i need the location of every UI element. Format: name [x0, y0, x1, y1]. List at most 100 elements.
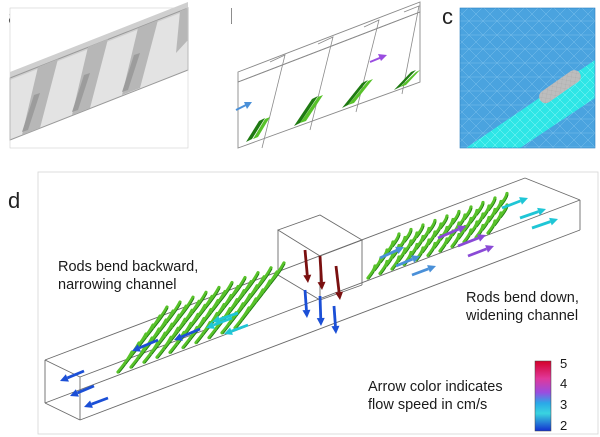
- annotation-rods-backward: Rods bend backward, narrowing channel: [58, 258, 258, 294]
- arrow-right-4-shaft: [437, 227, 460, 240]
- arrow-right-2-head: [411, 255, 420, 263]
- arrow-outlet-3-head: [84, 400, 93, 408]
- rod-down-52: [498, 191, 509, 208]
- rod-backward-51-shade: [166, 302, 182, 324]
- arrow-right-9-shaft: [531, 220, 551, 230]
- arrow-inlet-4-head: [302, 309, 311, 318]
- rod-backward-52: [177, 295, 195, 319]
- arrow-right-5-head: [477, 234, 486, 242]
- arrow-left-3-head: [206, 321, 215, 329]
- arrow-right-6-head: [485, 245, 494, 253]
- rod-backward-50: [151, 305, 169, 329]
- panel-b-arrows: [235, 54, 387, 111]
- rod-down-48-shade: [452, 212, 461, 225]
- annotation-arrow-color: Arrow color indicates flow speed in cm/s: [368, 378, 528, 414]
- arrow-inlet-3-shaft: [334, 265, 341, 293]
- arrow-left-4-head: [224, 327, 233, 335]
- arrow-inlet-6-head: [331, 325, 340, 334]
- rod-down-51: [486, 196, 497, 212]
- rod-backward-56: [229, 276, 247, 300]
- arrow-inlet-2-head: [317, 281, 326, 290]
- rod-down-48: [450, 209, 461, 226]
- arrow-inlet-4-shaft: [303, 289, 308, 311]
- annotation-rods-down-line1: Rods bend down,: [466, 290, 579, 306]
- arrow-left-5-shaft: [219, 311, 239, 321]
- arrow-right-8-head: [537, 207, 546, 216]
- panel-c-image: [459, 7, 596, 149]
- arrow-left-1-head: [132, 344, 141, 352]
- arrow-left-1-shaft: [138, 338, 159, 350]
- rod-backward-51: [164, 300, 182, 324]
- arrow-right-9-head: [549, 217, 558, 226]
- rod-backward-58: [255, 266, 273, 290]
- arrow-right-5-shaft: [457, 236, 480, 248]
- rod-down-49-shade: [464, 207, 473, 221]
- panel-b-image: [232, 1, 421, 149]
- panel-label-d: d: [8, 188, 21, 213]
- rod-down-46: [426, 218, 437, 235]
- channel-box: [44, 177, 581, 421]
- rod-backward-53-shade: [192, 293, 208, 314]
- arrow-inlet-5-shaft: [318, 295, 323, 319]
- panel-label-c: c: [442, 4, 453, 29]
- rod-down-43: [390, 232, 401, 248]
- colorbar-tick-3: 3: [560, 397, 568, 412]
- rod-down-44: [402, 227, 413, 244]
- colorbar-tick-5: 5: [560, 356, 568, 371]
- arrow-left-3-shaft: [212, 316, 233, 327]
- rod-backward-55: [216, 280, 234, 305]
- arrow-right-6-shaft: [467, 247, 488, 258]
- rod-backward-59: [268, 261, 286, 285]
- colorbar-tick-4: 4: [560, 376, 568, 391]
- annotation-rods-backward-line1: Rods bend backward,: [58, 259, 199, 275]
- rod-down-50-shade: [476, 203, 485, 216]
- rods-down-group: [366, 191, 509, 280]
- arrow-outlet-1-head: [60, 374, 69, 382]
- annotation-rods-backward-line2: narrowing channel: [58, 277, 177, 294]
- rod-down-51-shade: [488, 198, 497, 212]
- arrow-inlet-1-head: [303, 274, 312, 283]
- arrow-right-4-head: [457, 225, 466, 233]
- rod-backward-58-shade: [257, 268, 273, 290]
- rod-down-49: [462, 205, 473, 221]
- arrow-inlet-3-head: [335, 291, 344, 300]
- rod-backward-50-shade: [153, 307, 169, 329]
- panel-a-image: [9, 2, 189, 149]
- panel-b-rods: [246, 70, 420, 142]
- rod-backward-54-shade: [205, 288, 221, 309]
- rod-backward-55-shade: [218, 283, 234, 304]
- annotation-rods-down: Rods bend down, widening channel: [466, 289, 596, 325]
- rod-backward-52-shade: [179, 297, 195, 319]
- rod-down-45: [414, 223, 425, 239]
- rod-backward-54: [203, 285, 221, 309]
- rod-down-47-shade: [440, 216, 449, 230]
- annotation-rods-down-line2: widening channel: [466, 308, 579, 325]
- arrow-left-2-head: [174, 333, 183, 341]
- arrow-right-1-head: [395, 246, 404, 254]
- arrow-right-1-shaft: [379, 249, 398, 260]
- rod-down-44-shade: [404, 230, 413, 243]
- rod-backward-57: [242, 271, 260, 295]
- arrow-right-3-head: [427, 265, 436, 273]
- rod-down-50: [474, 200, 485, 217]
- arrow-left-5-head: [212, 315, 221, 324]
- rod-down-45-shade: [416, 225, 425, 239]
- arrow-left-2-shaft: [180, 327, 201, 339]
- arrow-outlet-1-shaft: [66, 369, 85, 380]
- arrow-left-4-shaft: [230, 323, 249, 333]
- flow-arrows: [60, 197, 558, 408]
- rod-down-46-shade: [428, 221, 437, 234]
- rod-down-43-shade: [392, 234, 401, 248]
- arrow-right-2-shaft: [395, 257, 414, 268]
- rod-backward-57-shade: [244, 273, 260, 294]
- arrow-right-8-shaft: [519, 210, 539, 220]
- speed-colorbar: [534, 360, 552, 432]
- arrow-outlet-2-shaft: [76, 384, 95, 395]
- rod-backward-53: [190, 290, 208, 314]
- rod-down-47: [438, 214, 449, 230]
- arrow-right-7-shaft: [501, 199, 522, 210]
- annotation-arrow-color-line1: Arrow color indicates: [368, 379, 503, 395]
- rod-backward-56-shade: [231, 278, 247, 299]
- annotation-arrow-color-line2: flow speed in cm/s: [368, 397, 488, 414]
